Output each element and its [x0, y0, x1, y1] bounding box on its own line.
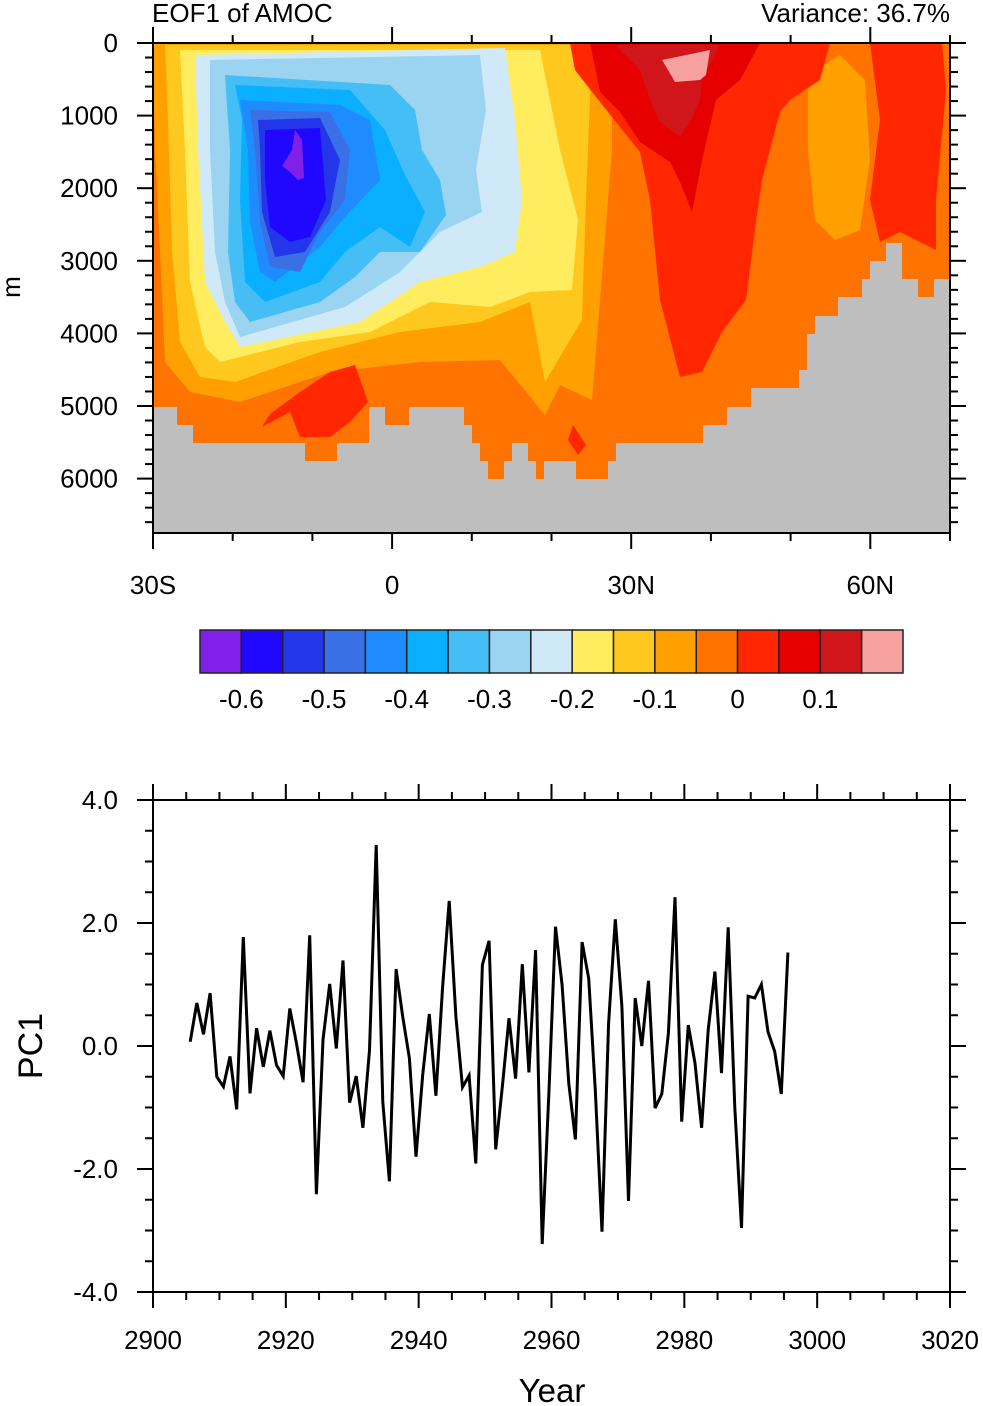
colorbar-swatch — [488, 629, 532, 674]
colorbar-swatch — [447, 629, 491, 674]
colorbar-swatch — [695, 629, 739, 674]
colorbar: -0.6 -0.5 -0.4 -0.3 -0.2 -0.1 0 0.1 — [199, 629, 904, 714]
colorbar-swatch — [612, 629, 656, 674]
colorbar-swatch — [571, 629, 615, 674]
colorbar-label: -0.6 — [219, 684, 264, 714]
map-y-tick-label: 5000 — [60, 391, 118, 421]
contour-region — [568, 425, 586, 455]
pc1-y-tick-label: -4.0 — [73, 1277, 118, 1307]
colorbar-label: -0.1 — [632, 684, 677, 714]
colorbar-label: -0.2 — [550, 684, 595, 714]
colorbar-swatch — [736, 629, 780, 674]
contour-region — [662, 50, 710, 82]
pc1-x-tick-label: 2920 — [257, 1325, 315, 1355]
colorbar-swatch — [860, 629, 904, 674]
colorbar-swatch — [240, 629, 284, 674]
colorbar-swatch — [323, 629, 367, 674]
map-y-tick-label: 0 — [104, 28, 118, 58]
pc1-x-label: Year — [519, 1372, 586, 1406]
pc1-y-tick-label: 0.0 — [82, 1031, 118, 1061]
contour-region — [870, 43, 946, 250]
map-y-tick-label: 4000 — [60, 318, 118, 348]
colorbar-swatch — [778, 629, 822, 674]
map-title: EOF1 of AMOC — [152, 0, 333, 28]
pc1-axes: 2900 2920 2940 2960 2980 3000 3020 -4.0 -2.0 0.0 2… — [73, 784, 979, 1355]
map-y-label: m — [0, 276, 26, 298]
pc1-x-tick-label: 2940 — [390, 1325, 448, 1355]
map-variance: Variance: 36.7% — [761, 0, 950, 28]
contour-region — [262, 365, 368, 437]
map-x-tick-label: 0 — [385, 570, 399, 600]
pc1-x-tick-label: 3000 — [788, 1325, 846, 1355]
colorbar-label: 0.1 — [802, 684, 838, 714]
colorbar-label: -0.4 — [384, 684, 429, 714]
pc1-y-label: PC1 — [12, 1013, 50, 1079]
colorbar-swatch — [364, 629, 408, 674]
contour-region — [282, 130, 304, 180]
colorbar-swatch — [199, 629, 243, 674]
map-y-tick-label: 3000 — [60, 246, 118, 276]
contour-region — [265, 128, 326, 242]
eof-contour-field — [153, 43, 950, 533]
pc1-x-tick-label: 3020 — [921, 1325, 979, 1355]
colorbar-label: -0.5 — [302, 684, 347, 714]
map-y-tick-label: 1000 — [60, 101, 118, 131]
pc1-x-tick-label: 2960 — [523, 1325, 581, 1355]
colorbar-swatch — [406, 629, 449, 674]
map-y-tick-label: 2000 — [60, 173, 118, 203]
map-x-tick-label: 30S — [130, 570, 176, 600]
pc1-line — [188, 844, 790, 1245]
map-axes: 30S 0 30N 60N 0 1000 2000 3000 4000 5000 6000 — [60, 27, 966, 600]
pc1-y-tick-label: 2.0 — [82, 908, 118, 938]
map-x-tick-label: 60N — [846, 570, 894, 600]
ocean-floor-mask — [153, 243, 950, 533]
map-y-tick-label: 6000 — [60, 464, 118, 494]
colorbar-label: -0.3 — [467, 684, 512, 714]
pc1-series — [188, 844, 790, 1245]
colorbar-swatch — [654, 629, 697, 674]
colorbar-swatch — [530, 629, 573, 674]
contour-region — [808, 55, 870, 240]
pc1-x-tick-label: 2980 — [655, 1325, 713, 1355]
pc1-x-tick-label: 2900 — [124, 1325, 182, 1355]
colorbar-swatch — [819, 629, 863, 674]
pc1-y-tick-label: 4.0 — [82, 785, 118, 815]
colorbar-swatch — [281, 629, 325, 674]
map-x-tick-label: 30N — [607, 570, 655, 600]
pc1-y-tick-label: -2.0 — [73, 1154, 118, 1184]
colorbar-label: 0 — [730, 684, 744, 714]
